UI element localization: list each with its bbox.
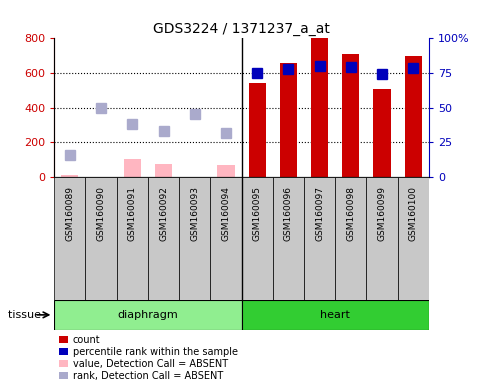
Bar <box>374 89 390 177</box>
Bar <box>117 177 148 300</box>
Bar <box>54 300 242 330</box>
Bar <box>179 177 211 300</box>
Text: GSM160090: GSM160090 <box>97 187 106 242</box>
Bar <box>211 177 242 300</box>
Text: GSM160092: GSM160092 <box>159 187 168 242</box>
Bar <box>248 83 266 177</box>
Text: GSM160099: GSM160099 <box>378 187 387 242</box>
Text: heart: heart <box>320 310 350 320</box>
Legend: count, percentile rank within the sample, value, Detection Call = ABSENT, rank, : count, percentile rank within the sample… <box>59 335 238 381</box>
Text: tissue: tissue <box>8 310 44 320</box>
Text: GSM160089: GSM160089 <box>66 187 74 242</box>
Bar <box>148 177 179 300</box>
Bar <box>124 159 141 177</box>
Bar <box>366 177 398 300</box>
Bar <box>242 177 273 300</box>
Bar <box>342 54 359 177</box>
Text: GSM160091: GSM160091 <box>128 187 137 242</box>
Text: GSM160098: GSM160098 <box>347 187 355 242</box>
Bar <box>280 63 297 177</box>
Text: diaphragm: diaphragm <box>117 310 178 320</box>
Text: GSM160093: GSM160093 <box>190 187 199 242</box>
Text: GSM160094: GSM160094 <box>221 187 230 242</box>
Bar <box>405 56 422 177</box>
Bar <box>273 177 304 300</box>
Title: GDS3224 / 1371237_a_at: GDS3224 / 1371237_a_at <box>153 22 330 36</box>
Bar <box>217 166 235 177</box>
Bar <box>398 177 429 300</box>
Bar <box>335 177 366 300</box>
Text: GSM160095: GSM160095 <box>253 187 262 242</box>
Text: GSM160100: GSM160100 <box>409 187 418 242</box>
Bar <box>155 164 172 177</box>
Bar <box>54 177 85 300</box>
Text: GSM160097: GSM160097 <box>315 187 324 242</box>
Bar <box>311 38 328 177</box>
Bar <box>242 300 429 330</box>
Text: GSM160096: GSM160096 <box>284 187 293 242</box>
Bar <box>304 177 335 300</box>
Bar <box>85 177 117 300</box>
Bar <box>61 175 78 177</box>
